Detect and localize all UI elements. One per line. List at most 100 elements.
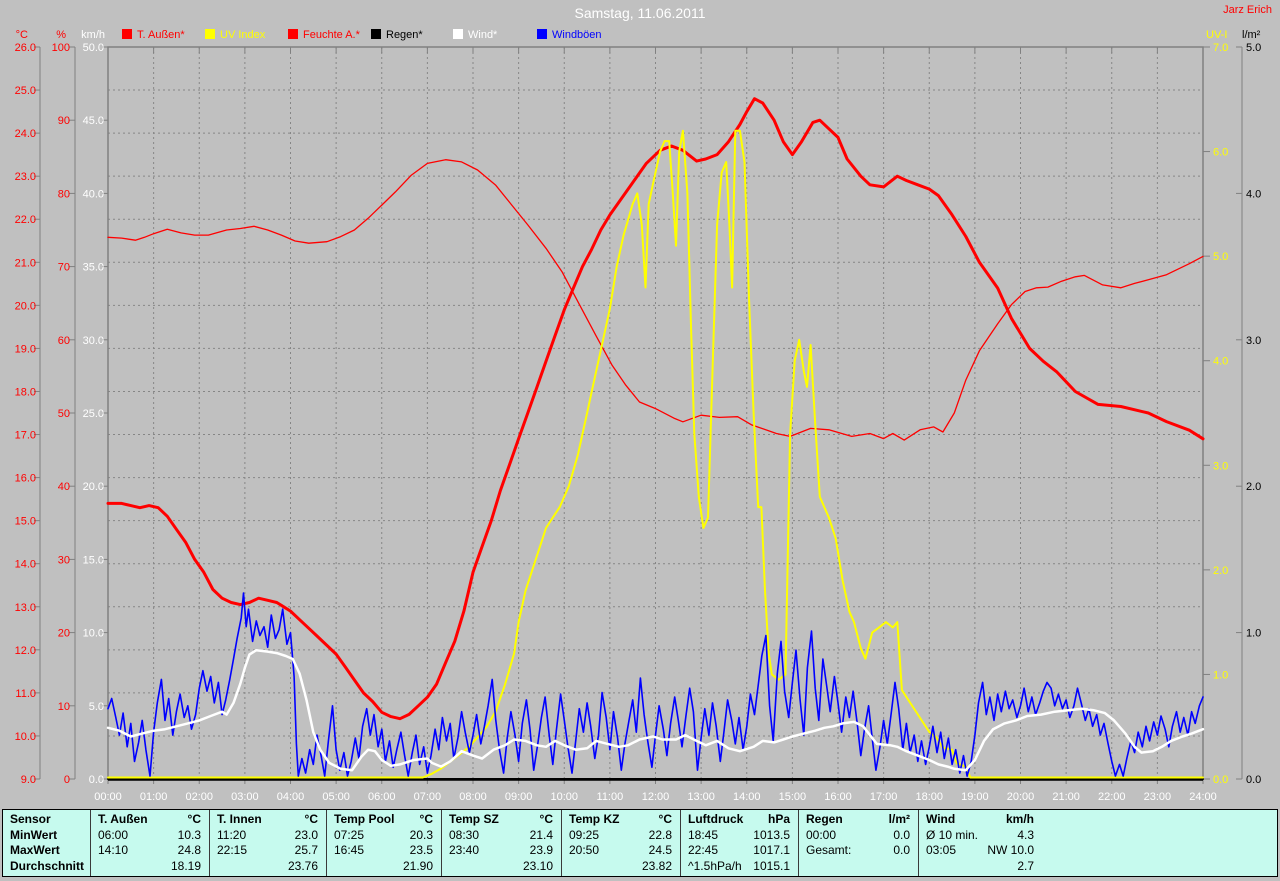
percent-tick-label: 10 (58, 701, 70, 713)
legend-swatch-icon (537, 29, 547, 39)
table-column-header: Temp KZ °C (569, 812, 672, 826)
weather-day-chart: 26.0 25.0 24.0 23.0 22.0 21.0 20.0 19.0 18.0 17.0… (15, 29, 1262, 803)
kmh-tick-label: 25.0 (83, 408, 104, 420)
percent-tick-label: 100 (52, 42, 70, 54)
kmh-axis-unit: km/h (81, 29, 105, 41)
table-row-label: Sensor (10, 812, 51, 826)
series-feuchte-a- (107, 159, 1204, 441)
legend-swatch-icon (288, 29, 298, 39)
table-row-label: Durchschnitt (10, 858, 85, 873)
grid-lines (108, 47, 1203, 779)
lm2-axis-unit: l/m² (1242, 29, 1261, 41)
celsius-tick-label: 24.0 (15, 128, 36, 140)
legend-label: UV Index (220, 29, 266, 41)
celsius-tick-label: 18.0 (15, 386, 36, 398)
x-tick-label: 12:00 (642, 791, 670, 803)
x-tick-label: 10:00 (550, 791, 578, 803)
x-tick-label: 21:00 (1052, 791, 1080, 803)
x-tick-label: 05:00 (322, 791, 350, 803)
celsius-tick-label: 11.0 (15, 688, 36, 700)
lm2-axis: 5.0 4.0 3.0 2.0 1.0 0.0 l/m² (1236, 29, 1261, 786)
table-column-header: Temp SZ °C (449, 812, 553, 826)
x-tick-label: 11:00 (597, 791, 624, 803)
legend-item: UV Index (205, 29, 265, 43)
legend-swatch-icon (205, 29, 215, 39)
table-cell: Ø 10 min. 4.3 (926, 827, 1034, 842)
table-column-luftdruck: Luftdruck hPa 18:45 1013.5 22:45 1017.1 ^1.5hP… (680, 810, 798, 876)
x-tick-label: 07:00 (414, 791, 442, 803)
table-row-label: MaxWert (10, 843, 60, 857)
table-cell: ^1.5hPa/h 1015.1 (688, 858, 790, 873)
series-uv-index (107, 129, 1204, 779)
table-cell: 23:40 23.9 (449, 843, 553, 857)
x-tick-label: 18:00 (915, 791, 943, 803)
table-cell: 03:05 NW 10.0 (926, 843, 1034, 857)
legend-swatch-icon (371, 29, 381, 39)
percent-tick-label: 20 (58, 628, 70, 640)
celsius-tick-label: 10.0 (15, 731, 36, 743)
legend-label: Windböen (552, 29, 602, 41)
table-cell: 16:45 23.5 (334, 843, 433, 857)
x-tick-label: 15:00 (779, 791, 807, 803)
kmh-tick-label: 10.0 (83, 628, 104, 640)
uv-tick-label: 5.0 (1213, 251, 1228, 263)
x-tick-label: 17:00 (870, 791, 898, 803)
table-cell: 08:30 21.4 (449, 827, 553, 842)
percent-tick-label: 50 (58, 408, 70, 420)
x-tick-label: 13:00 (687, 791, 715, 803)
legend-item: Windböen (537, 29, 602, 43)
x-tick-label: 06:00 (368, 791, 396, 803)
legend-label: Wind* (468, 29, 498, 41)
percent-tick-label: 30 (58, 554, 70, 566)
watermark-author: Jarz Erich (1223, 4, 1272, 16)
series-wind (106, 648, 1205, 772)
table-cell: 20:50 24.5 (569, 843, 672, 857)
table-column-header: Regen l/m² (806, 812, 910, 826)
uv-tick-label: 3.0 (1213, 460, 1228, 472)
table-cell: 2.7 (1017, 858, 1034, 873)
uv-tick-label: 7.0 (1213, 42, 1228, 54)
x-axis-labels: 00:00 01:00 02:00 03:00 04:00 05:00 06:00 07:00… (94, 791, 1217, 803)
table-cell: 22:45 1017.1 (688, 843, 790, 857)
table-cell: 06:00 10.3 (98, 827, 201, 842)
kmh-tick-label: 5.0 (89, 701, 104, 713)
table-column-wind: Wind km/h Ø 10 min. 4.3 03:05 NW 10.0 2.7 (918, 810, 1277, 876)
x-tick-label: 09:00 (505, 791, 533, 803)
legend-item: T. Außen* (122, 29, 185, 43)
kmh-tick-label: 45.0 (83, 115, 104, 127)
celsius-tick-label: 25.0 (15, 85, 36, 97)
page-title: Samstag, 11.06.2011 (574, 5, 706, 21)
x-tick-label: 00:00 (94, 791, 122, 803)
legend-label: Regen* (386, 29, 423, 41)
lm2-tick-label: 0.0 (1246, 774, 1261, 786)
percent-axis-unit: % (56, 29, 66, 41)
table-cell: 21.90 (402, 858, 433, 873)
legend-item: Wind* (453, 29, 497, 43)
table-column-header: Luftdruck hPa (688, 812, 790, 826)
uv-tick-label: 2.0 (1213, 565, 1228, 577)
percent-tick-label: 0 (64, 774, 70, 786)
x-tick-label: 23:00 (1144, 791, 1172, 803)
legend-item: Regen* (371, 29, 423, 43)
table-cell: 14:10 24.8 (98, 843, 201, 857)
uv-tick-label: 0.0 (1213, 774, 1228, 786)
table-column-header: T. Innen °C (217, 812, 318, 826)
kmh-axis: 50.0 45.0 40.0 35.0 30.0 25.0 20.0 15.0 10.0 5.0 0… (81, 29, 109, 786)
table-column-header: Temp Pool °C (334, 812, 433, 826)
legend-label: T. Außen* (137, 29, 185, 41)
x-tick-label: 19:00 (961, 791, 989, 803)
x-tick-label: 24:00 (1189, 791, 1217, 803)
celsius-tick-label: 19.0 (15, 343, 36, 355)
legend-swatch-icon (453, 29, 463, 39)
uv-tick-label: 1.0 (1213, 669, 1228, 681)
table-cell: 18:45 1013.5 (688, 827, 790, 842)
table-row-label: MinWert (10, 827, 58, 842)
celsius-tick-label: 21.0 (15, 257, 36, 269)
x-tick-label: 02:00 (185, 791, 213, 803)
table-cell: 23.76 (287, 858, 318, 873)
uv-axis-unit: UV-I (1206, 29, 1227, 41)
table-cell: Gesamt: 0.0 (806, 843, 910, 857)
table-cell: 18.19 (170, 858, 201, 873)
celsius-tick-label: 14.0 (15, 559, 36, 571)
